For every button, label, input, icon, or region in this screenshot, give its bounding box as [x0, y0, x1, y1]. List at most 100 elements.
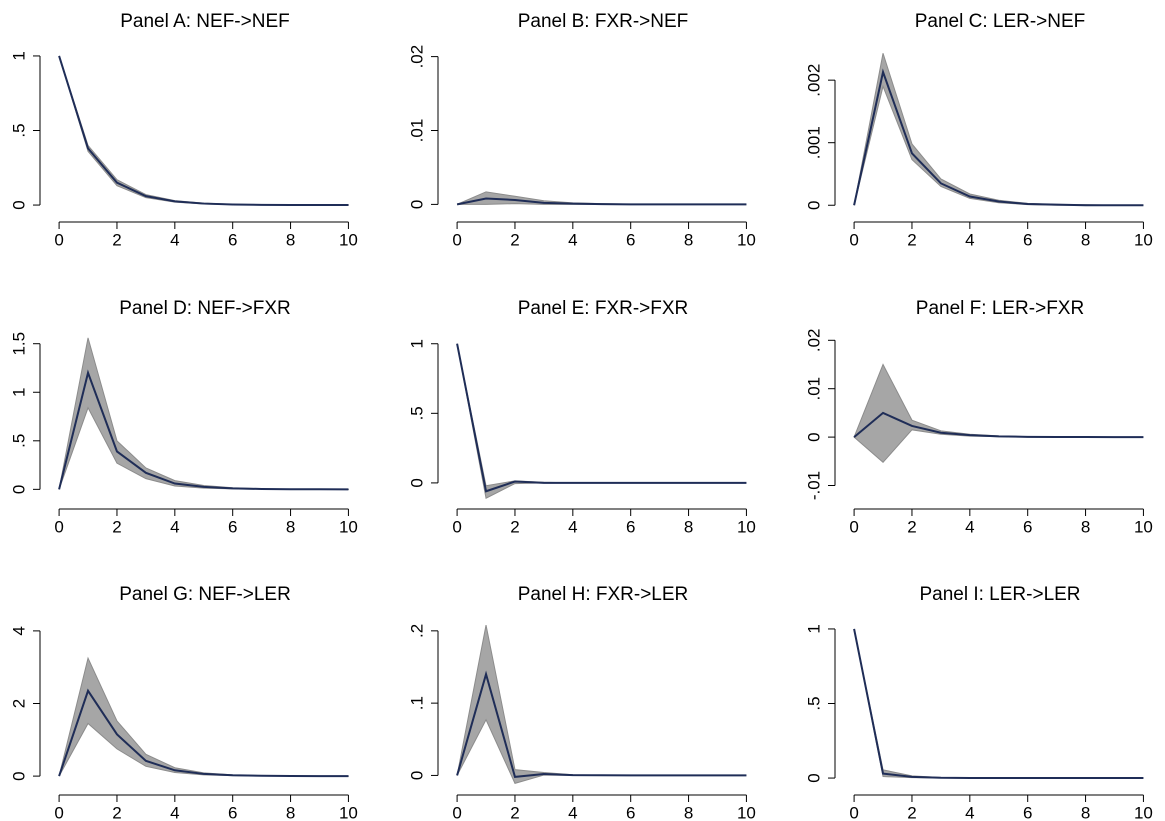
panel: Panel F: LER->FXR -.01 0 .01 .02 0 2 4 6 8 10	[804, 298, 1152, 536]
confidence-band	[853, 628, 1144, 779]
x-tick-label: 0	[849, 230, 858, 249]
x-tick-label: 6	[228, 803, 237, 821]
x-tick-label: 8	[684, 230, 693, 249]
y-tick-label: .2	[407, 624, 426, 638]
irf-line	[853, 628, 1144, 780]
confidence-band	[456, 624, 747, 784]
y-tick-label: .01	[804, 377, 823, 401]
x-tick-label: 0	[849, 803, 858, 821]
x-tick-label: 2	[112, 517, 121, 536]
x-tick-label: 0	[452, 803, 461, 821]
confidence-band	[58, 55, 349, 206]
x-tick-label: 0	[54, 803, 63, 821]
x-tick-label: 8	[1081, 803, 1090, 821]
x-tick-label: 8	[684, 803, 693, 821]
x-tick-label: 2	[907, 230, 916, 249]
panel-title: Panel D: NEF->FXR	[119, 298, 291, 319]
x-tick-label: 4	[170, 230, 179, 249]
x-tick-label: 4	[170, 803, 179, 821]
y-tick-label: 2	[9, 699, 28, 708]
x-tick-label: 0	[452, 230, 461, 249]
y-tick-label: 1.5	[9, 332, 28, 356]
x-tick-label: 6	[228, 517, 237, 536]
x-tick-label: 6	[1023, 803, 1032, 821]
x-tick-label: 8	[1081, 517, 1090, 536]
panel-title: Panel B: FXR->NEF	[518, 11, 689, 32]
y-tick-label: 0	[804, 201, 823, 210]
x-tick-label: 2	[907, 803, 916, 821]
x-tick-label: 2	[510, 230, 519, 249]
confidence-band	[456, 191, 747, 205]
x-tick-label: 0	[54, 517, 63, 536]
x-tick-label: 8	[1081, 230, 1090, 249]
y-tick-label: -.01	[804, 471, 823, 500]
x-tick-label: 6	[626, 230, 635, 249]
panel-title: Panel F: LER->FXR	[916, 298, 1084, 319]
panel-title: Panel C: LER->NEF	[915, 11, 1086, 32]
x-tick-label: 6	[228, 230, 237, 249]
y-tick-label: .002	[804, 64, 823, 97]
x-tick-label: 6	[1023, 517, 1032, 536]
x-tick-label: 4	[568, 803, 577, 821]
y-tick-label: .5	[9, 434, 28, 448]
x-tick-label: 10	[1134, 230, 1153, 249]
x-tick-label: 6	[1023, 230, 1032, 249]
y-tick-label: 1	[9, 51, 28, 60]
confidence-band	[853, 363, 1144, 463]
x-tick-label: 10	[339, 517, 358, 536]
y-tick-label: 0	[407, 771, 426, 780]
x-tick-label: 0	[452, 517, 461, 536]
y-tick-label: .5	[9, 123, 28, 137]
confidence-band	[58, 656, 349, 777]
y-tick-label: 0	[407, 478, 426, 487]
irf-line	[456, 343, 747, 493]
irf-line	[58, 55, 349, 207]
y-tick-label: .5	[804, 696, 823, 710]
x-tick-label: 10	[339, 803, 358, 821]
x-tick-label: 10	[1134, 803, 1153, 821]
irf-line	[456, 197, 747, 206]
panel-title: Panel I: LER->LER	[919, 584, 1080, 605]
panel-title: Panel H: FXR->LER	[518, 584, 689, 605]
x-tick-label: 4	[965, 230, 974, 249]
x-tick-label: 8	[684, 517, 693, 536]
y-tick-label: 4	[9, 626, 28, 635]
y-tick-label: .1	[407, 696, 426, 710]
panel: Panel C: LER->NEF 0 .001 .002 0 2 4 6 8 10	[804, 11, 1152, 249]
y-tick-label: 0	[407, 200, 426, 209]
irf-line	[58, 688, 349, 778]
y-tick-label: .02	[804, 328, 823, 352]
x-tick-label: 2	[112, 803, 121, 821]
confidence-band	[456, 343, 747, 499]
x-tick-label: 10	[339, 230, 358, 249]
panel-title: Panel E: FXR->FXR	[518, 298, 689, 319]
confidence-band	[58, 337, 349, 490]
confidence-band	[853, 53, 1144, 206]
y-tick-label: .02	[407, 45, 426, 69]
x-tick-label: 4	[568, 517, 577, 536]
y-tick-label: .5	[407, 406, 426, 420]
y-tick-label: 1	[407, 339, 426, 348]
x-tick-label: 6	[626, 517, 635, 536]
x-tick-label: 4	[568, 230, 577, 249]
x-tick-label: 10	[1134, 517, 1153, 536]
panel: Panel D: NEF->FXR 0 .5 1 1.5 0 2 4 6 8 10	[9, 298, 357, 536]
x-tick-label: 2	[112, 230, 121, 249]
panel: Panel B: FXR->NEF 0 .01 .02 0 2 4 6 8 10	[407, 11, 755, 249]
x-tick-label: 4	[965, 803, 974, 821]
x-tick-label: 6	[626, 803, 635, 821]
x-tick-label: 4	[965, 517, 974, 536]
x-tick-label: 8	[286, 230, 295, 249]
irf-line	[456, 670, 747, 778]
x-tick-label: 8	[286, 803, 295, 821]
x-tick-label: 2	[510, 517, 519, 536]
y-tick-label: .001	[804, 126, 823, 159]
y-tick-label: 0	[804, 773, 823, 782]
panel-title: Panel G: NEF->LER	[119, 584, 291, 605]
x-tick-label: 0	[54, 230, 63, 249]
x-tick-label: 10	[737, 230, 756, 249]
